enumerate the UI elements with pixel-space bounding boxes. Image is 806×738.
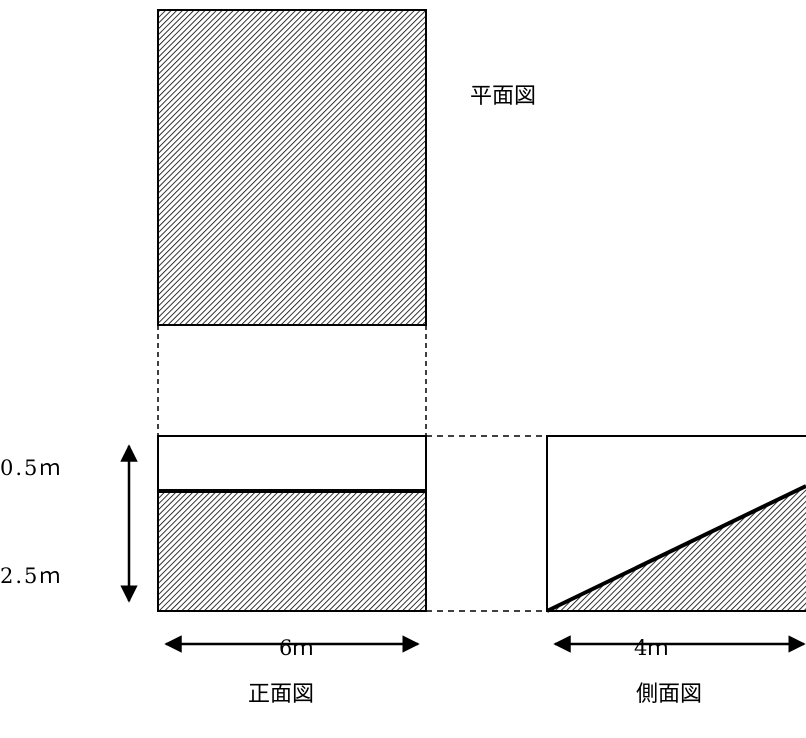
side-view-outline bbox=[546, 435, 806, 612]
front-width-label: 6ｍ bbox=[279, 636, 314, 660]
height-bottom-label: 2.5ｍ bbox=[0, 564, 63, 588]
front-view-outline bbox=[157, 435, 427, 612]
height-top-label: 0.5ｍ bbox=[0, 456, 63, 480]
front-view-hatched bbox=[158, 491, 426, 611]
plan-view-label: 平面図 bbox=[470, 84, 537, 109]
front-view-label: 正面図 bbox=[248, 682, 315, 707]
side-view-label: 側面図 bbox=[636, 682, 703, 707]
plan-view-rect bbox=[157, 9, 427, 326]
side-width-label: 4ｍ bbox=[634, 636, 669, 660]
side-view-slope-line bbox=[546, 484, 806, 613]
